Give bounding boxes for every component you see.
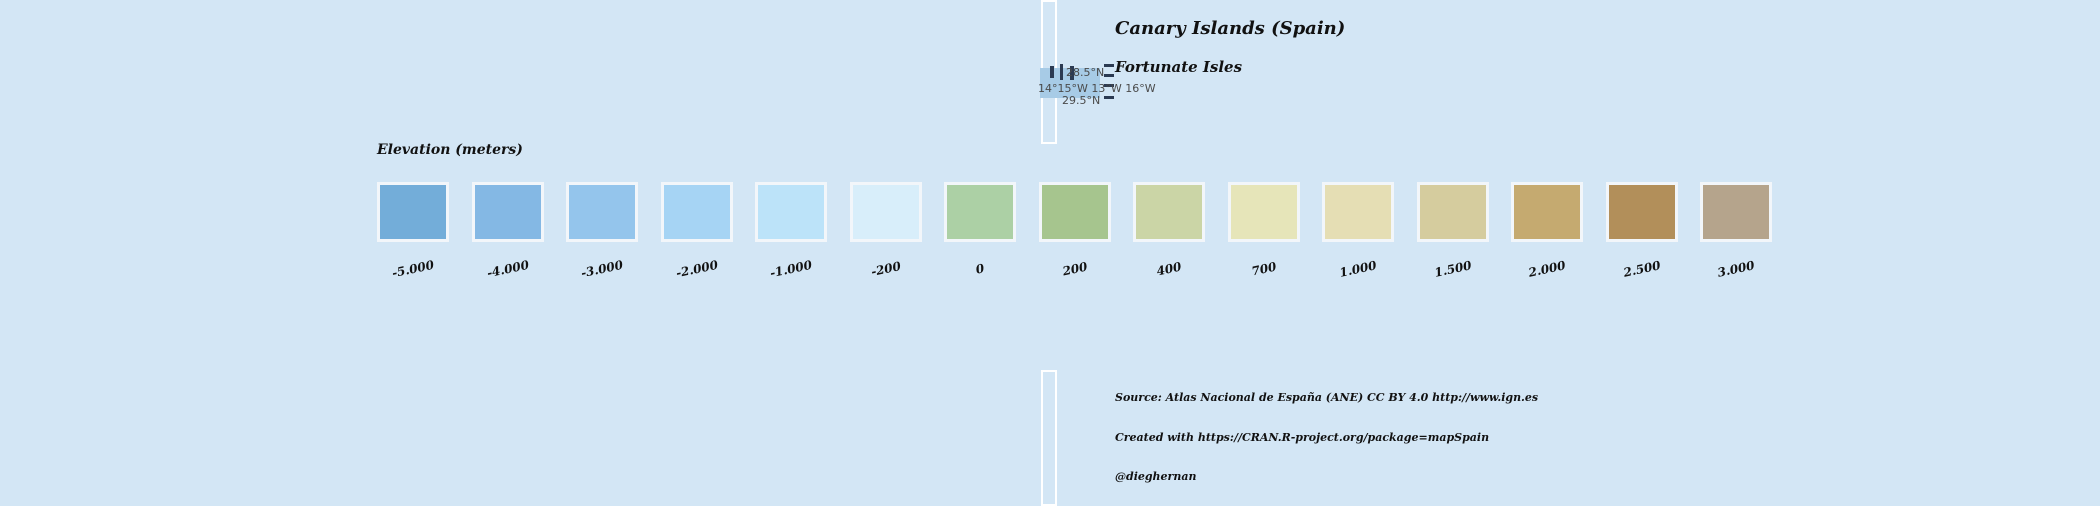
legend-label: 1.500	[1433, 258, 1473, 280]
legend-swatch	[377, 182, 449, 242]
island-shape	[1050, 66, 1054, 78]
legend-swatch	[472, 182, 544, 242]
legend-label: 2.000	[1527, 258, 1567, 280]
legend-swatch	[566, 182, 638, 242]
island-shape	[1104, 74, 1114, 77]
legend-swatch	[755, 182, 827, 242]
map-title: Canary Islands (Spain)	[1115, 18, 1346, 39]
legend-label: -4.000	[485, 257, 531, 281]
legend-swatch	[661, 182, 733, 242]
author-credit: @dieghernan	[1115, 470, 1197, 483]
longitude-label: 14°15°W 13°W 16°W	[1038, 82, 1156, 95]
legend-swatch	[1228, 182, 1300, 242]
map-subtitle: Fortunate Isles	[1115, 58, 1243, 76]
island-shape	[1104, 96, 1114, 99]
legend-label: -200	[869, 259, 903, 279]
source-credit: Source: Atlas Nacional de España (ANE) C…	[1115, 391, 1539, 404]
legend-swatch	[1606, 182, 1678, 242]
island-shape	[1104, 84, 1114, 87]
legend-label: 0	[974, 261, 986, 277]
legend-swatch	[1417, 182, 1489, 242]
legend-swatch	[1511, 182, 1583, 242]
legend-label: -2.000	[674, 257, 720, 281]
legend-swatch	[1133, 182, 1205, 242]
legend-label: 200	[1061, 259, 1089, 279]
created-with-credit: Created with https://CRAN.R-project.org/…	[1115, 431, 1490, 444]
legend-swatch	[850, 182, 922, 242]
inset-map-frame-bottom	[1041, 370, 1057, 506]
island-shape	[1070, 66, 1074, 80]
legend-label: 2.500	[1622, 258, 1662, 280]
legend-label: 700	[1250, 259, 1278, 279]
latitude-label: 28.5°N	[1066, 66, 1105, 79]
legend-label: 3.000	[1716, 258, 1756, 280]
legend-swatch	[1322, 182, 1394, 242]
island-shape	[1060, 64, 1063, 80]
legend-swatch	[944, 182, 1016, 242]
legend-title: Elevation (meters)	[377, 142, 523, 158]
island-shape	[1104, 64, 1114, 67]
legend-label: 1.000	[1338, 258, 1378, 280]
legend-swatch	[1039, 182, 1111, 242]
legend-label: -1.000	[768, 257, 814, 281]
legend-label: -3.000	[579, 257, 625, 281]
inset-map: 28.5°N 14°15°W 13°W 16°W 29.5°N	[1038, 60, 1156, 108]
legend-label: -5.000	[390, 257, 436, 281]
legend-label: 400	[1155, 259, 1183, 279]
latitude-label: 29.5°N	[1062, 94, 1101, 107]
legend-swatch	[1700, 182, 1772, 242]
